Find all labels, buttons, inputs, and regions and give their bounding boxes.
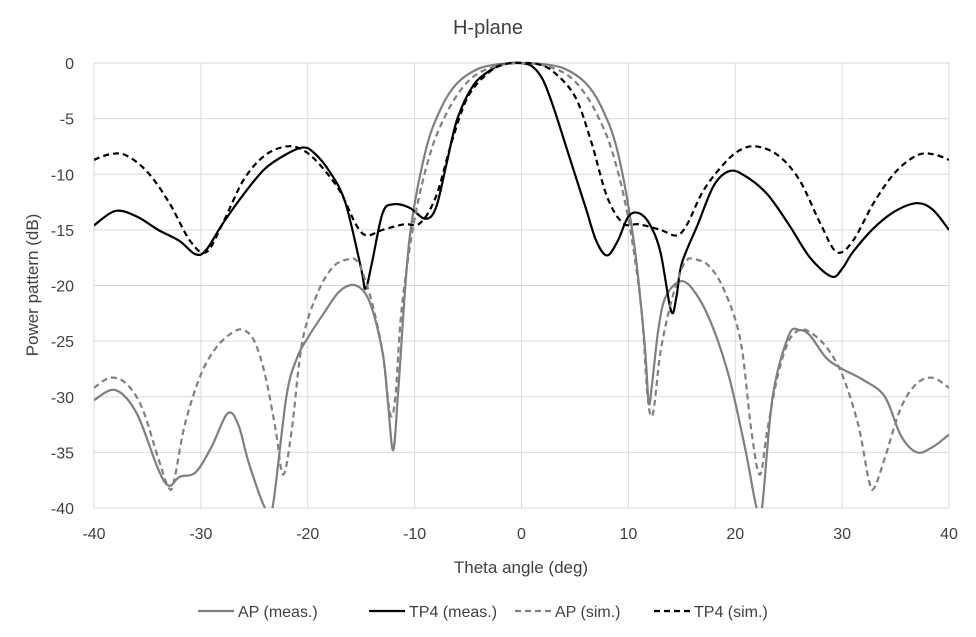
series-line-3 xyxy=(94,61,949,254)
y-tick-label: -5 xyxy=(60,112,74,129)
y-tick-label: 0 xyxy=(65,56,74,73)
y-tick-label: -40 xyxy=(51,501,74,518)
tick-labels: -40 -30 -20 -10 0 10 20 30 40 0 -5 -10 -15 -20 -25 -30 -… xyxy=(51,56,958,543)
y-tick-label: -30 xyxy=(51,390,74,407)
x-axis-label: Theta angle (deg) xyxy=(454,558,588,577)
series-group xyxy=(94,61,949,508)
x-tick-label: 10 xyxy=(619,526,637,543)
y-axis-label: Power pattern (dB) xyxy=(23,214,42,357)
y-tick-label: -25 xyxy=(51,334,74,351)
x-tick-label: 40 xyxy=(940,526,958,543)
y-tick-label: -10 xyxy=(51,167,74,184)
legend-label: TP4 (meas.) xyxy=(409,604,497,621)
x-tick-label: 0 xyxy=(517,526,526,543)
chart-title: H-plane xyxy=(453,17,523,39)
y-tick-label: -15 xyxy=(51,223,74,240)
x-tick-label: -20 xyxy=(296,526,319,543)
x-tick-label: -30 xyxy=(189,526,212,543)
legend: AP (meas.) TP4 (meas.) AP (sim.) TP4 (sim.) xyxy=(198,604,768,621)
legend-label: AP (sim.) xyxy=(555,604,620,621)
x-tick-label: -10 xyxy=(403,526,426,543)
x-tick-label: 30 xyxy=(833,526,851,543)
grid xyxy=(93,62,950,509)
x-tick-label: 20 xyxy=(726,526,744,543)
y-tick-label: -35 xyxy=(51,445,74,462)
legend-label: AP (meas.) xyxy=(238,604,318,621)
y-tick-label: -20 xyxy=(51,279,74,296)
x-tick-label: -40 xyxy=(82,526,105,543)
legend-label: TP4 (sim.) xyxy=(694,604,768,621)
